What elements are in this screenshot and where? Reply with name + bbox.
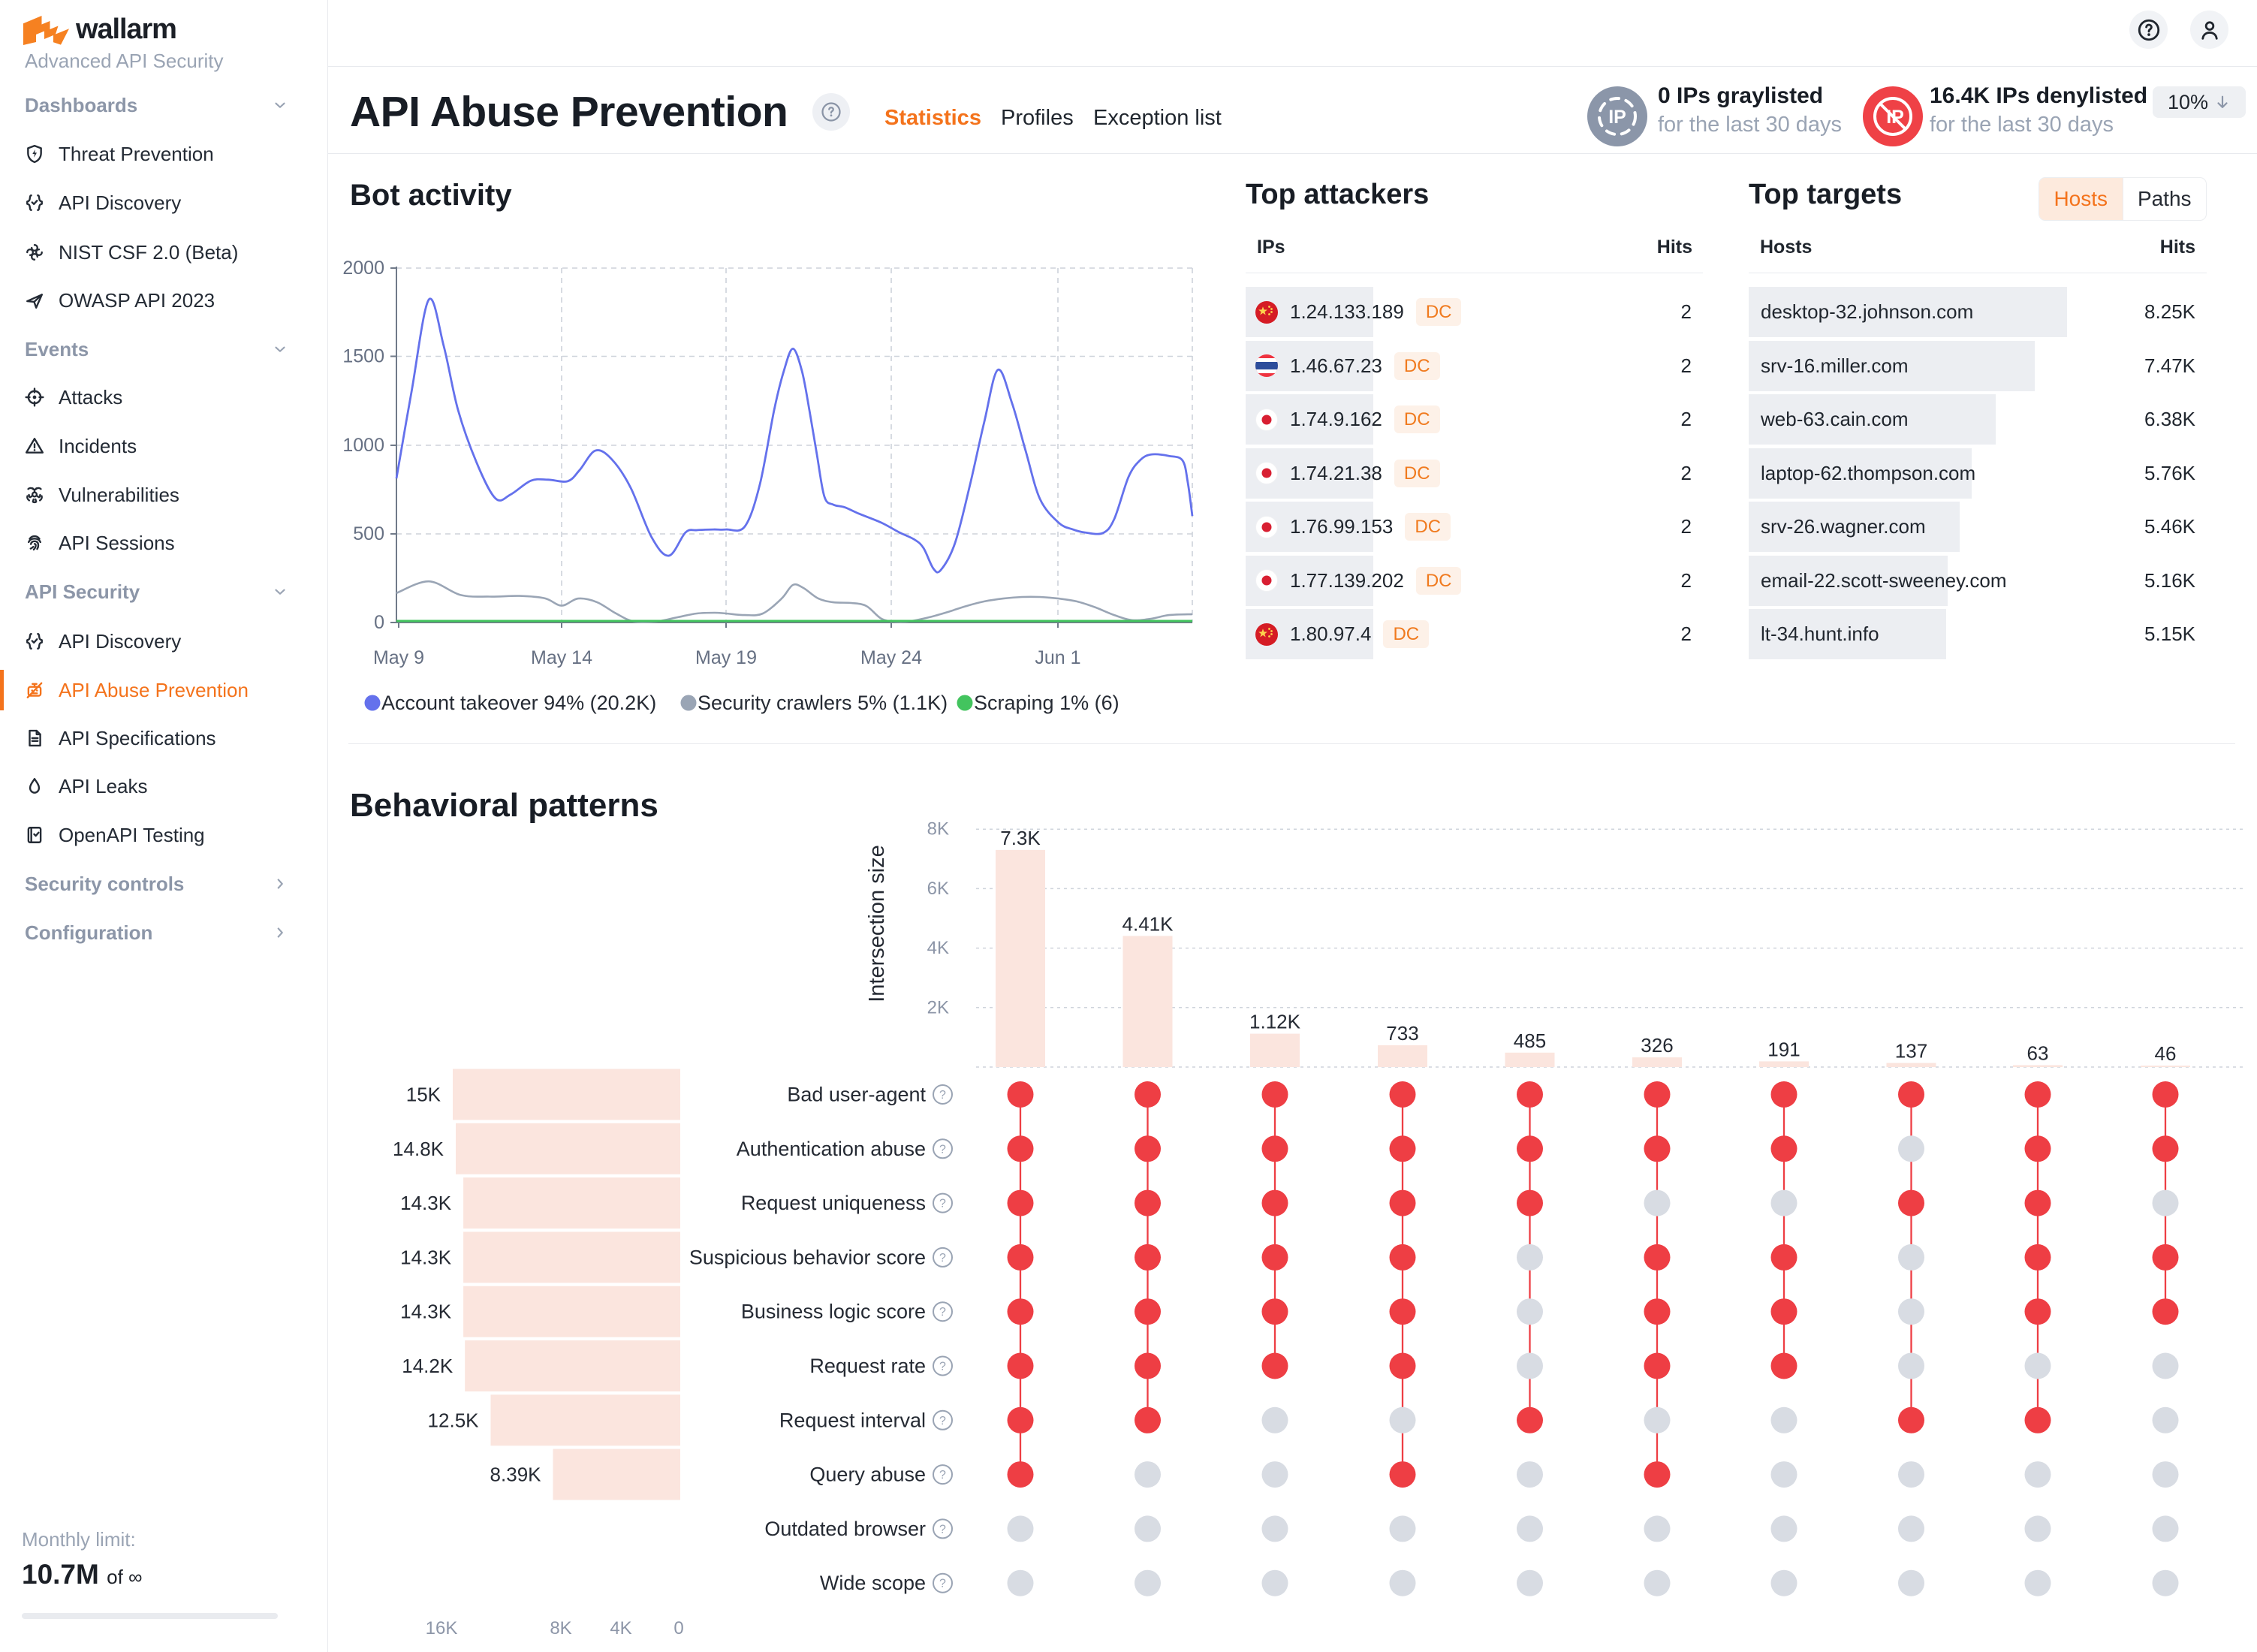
svg-text:733: 733 [1386, 1022, 1418, 1045]
svg-text:Outdated browser: Outdated browser [764, 1518, 926, 1540]
svg-text:?: ? [939, 1089, 946, 1102]
svg-text:326: 326 [1641, 1034, 1673, 1057]
svg-text:7.3K: 7.3K [1000, 827, 1041, 849]
svg-text:?: ? [939, 1198, 946, 1210]
svg-text:IP: IP [1608, 107, 1626, 128]
svg-text:May 9: May 9 [373, 647, 424, 668]
svg-text:Security crawlers 5% (1.1K): Security crawlers 5% (1.1K) [698, 692, 948, 714]
svg-text:Authentication abuse: Authentication abuse [737, 1138, 926, 1160]
svg-text:2000: 2000 [342, 258, 384, 279]
svg-text:8.39K: 8.39K [490, 1464, 542, 1486]
svg-text:4.41K: 4.41K [1122, 912, 1174, 935]
svg-text:14.2K: 14.2K [402, 1355, 454, 1377]
svg-text:1500: 1500 [342, 346, 384, 367]
svg-text:May 14: May 14 [531, 647, 592, 668]
svg-text:8K: 8K [550, 1618, 571, 1638]
svg-text:?: ? [939, 1306, 946, 1319]
svg-text:?: ? [939, 1415, 946, 1427]
svg-text:63: 63 [2027, 1042, 2049, 1065]
svg-text:6K: 6K [927, 879, 949, 899]
svg-text:?: ? [939, 1523, 946, 1536]
svg-text:Business logic score: Business logic score [741, 1301, 926, 1323]
svg-text:Request interval: Request interval [779, 1409, 926, 1431]
svg-text:500: 500 [353, 523, 384, 544]
svg-text:Request rate: Request rate [809, 1355, 926, 1377]
svg-text:14.8K: 14.8K [393, 1138, 444, 1160]
svg-text:46: 46 [2155, 1042, 2177, 1065]
svg-text:May 24: May 24 [860, 647, 922, 668]
svg-text:15K: 15K [406, 1084, 441, 1106]
svg-text:Wide scope: Wide scope [820, 1572, 926, 1594]
svg-text:?: ? [939, 1469, 946, 1482]
svg-text:Query abuse: Query abuse [809, 1464, 926, 1486]
svg-text:14.3K: 14.3K [400, 1192, 452, 1214]
svg-text:Intersection size: Intersection size [865, 845, 889, 1002]
svg-text:0: 0 [673, 1618, 683, 1638]
svg-text:0: 0 [374, 612, 384, 633]
svg-text:1000: 1000 [342, 435, 384, 456]
svg-text:14.3K: 14.3K [400, 1301, 452, 1323]
svg-text:Scraping 1% (6): Scraping 1% (6) [974, 692, 1119, 714]
svg-text:14.3K: 14.3K [400, 1246, 452, 1268]
svg-text:485: 485 [1514, 1029, 1546, 1052]
svg-text:Request uniqueness: Request uniqueness [741, 1192, 926, 1214]
svg-text:12.5K: 12.5K [428, 1409, 480, 1431]
svg-text:137: 137 [1895, 1040, 1927, 1063]
svg-text:4K: 4K [927, 938, 949, 958]
svg-text:?: ? [939, 1578, 946, 1590]
svg-text:?: ? [939, 1361, 946, 1373]
svg-text:1.12K: 1.12K [1249, 1011, 1301, 1033]
svg-text:Account takeover 94% (20.2K): Account takeover 94% (20.2K) [381, 692, 656, 714]
svg-text:8K: 8K [927, 819, 949, 840]
svg-text:191: 191 [1767, 1038, 1800, 1060]
svg-text:?: ? [939, 1143, 946, 1156]
svg-text:2K: 2K [927, 997, 949, 1017]
svg-text:Jun 1: Jun 1 [1035, 647, 1080, 668]
svg-text:16K: 16K [426, 1618, 458, 1638]
svg-text:?: ? [939, 1252, 946, 1265]
svg-text:May 19: May 19 [695, 647, 757, 668]
svg-text:Bad user-agent: Bad user-agent [787, 1084, 926, 1106]
svg-text:4K: 4K [610, 1618, 631, 1638]
svg-text:Suspicious behavior score: Suspicious behavior score [689, 1246, 926, 1268]
